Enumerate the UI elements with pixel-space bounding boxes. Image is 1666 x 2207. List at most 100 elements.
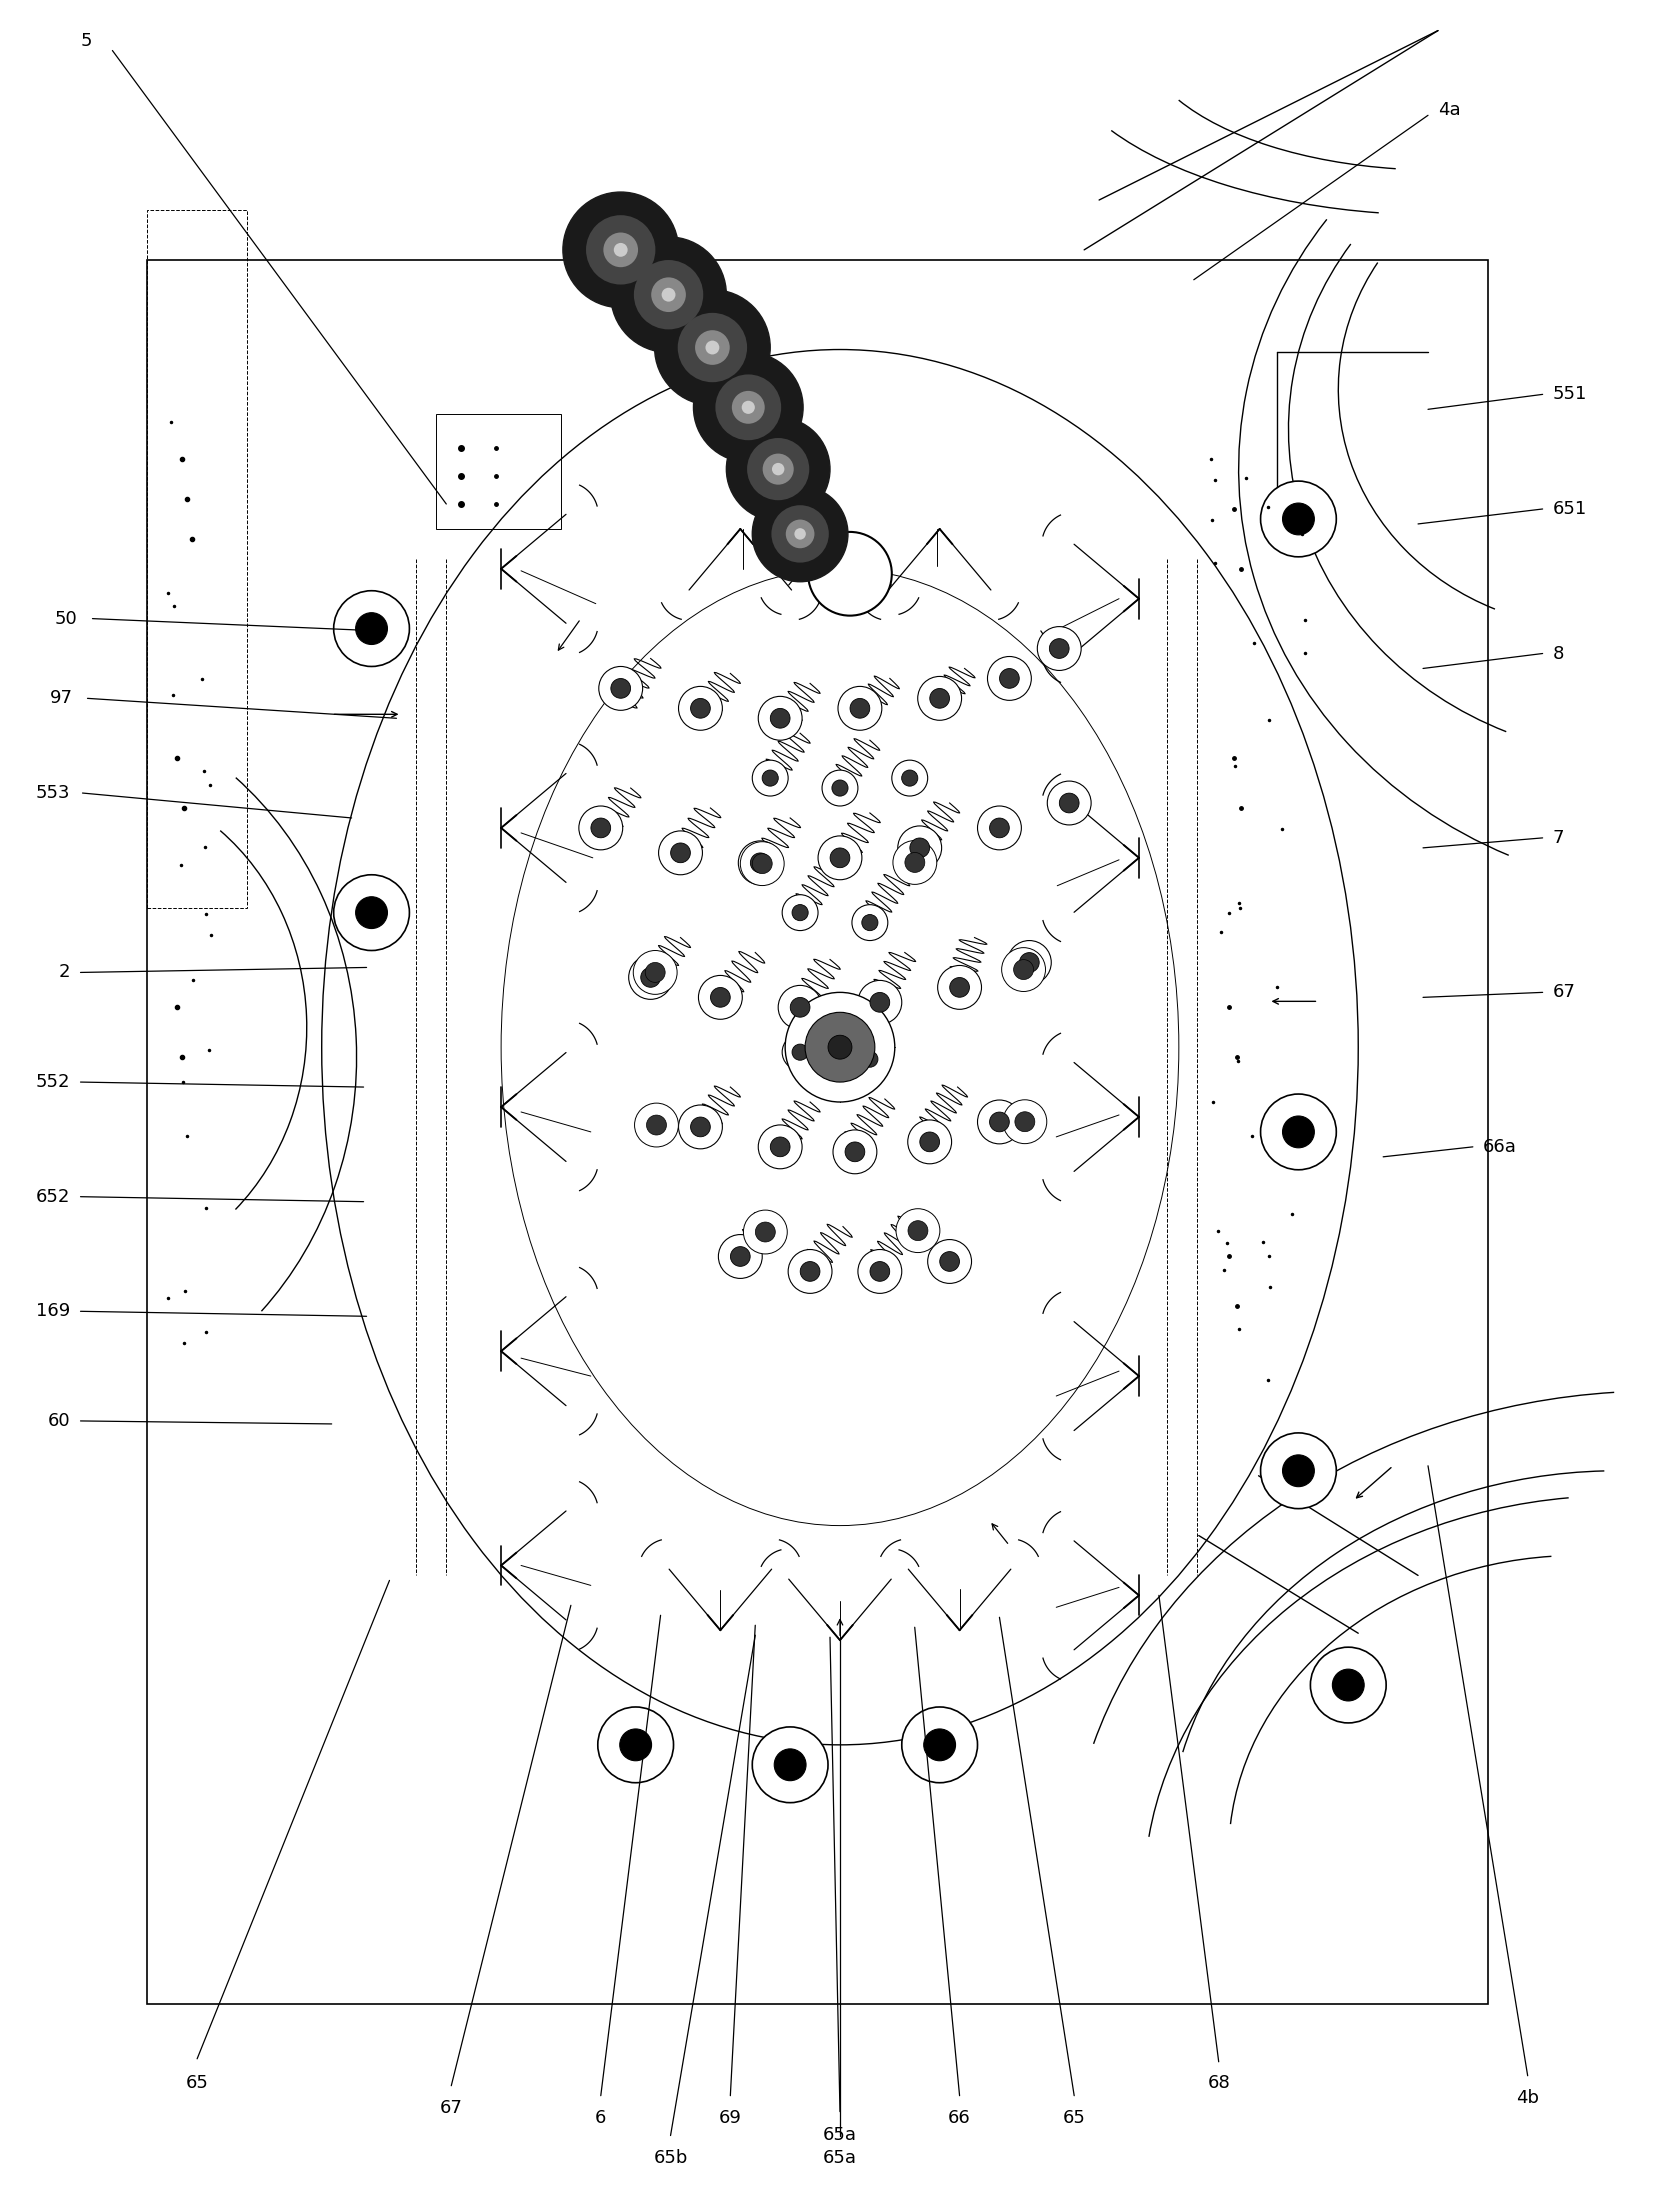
Circle shape [730,1247,750,1267]
Circle shape [790,998,810,1017]
Circle shape [781,894,818,931]
Circle shape [870,1262,890,1282]
Circle shape [355,614,388,644]
Circle shape [678,313,746,382]
Text: 6: 6 [595,2108,606,2128]
Text: 68: 68 [1208,2075,1230,2092]
Circle shape [896,1209,940,1254]
Text: 50: 50 [55,609,78,627]
Text: 66: 66 [948,2108,971,2128]
Circle shape [598,1706,673,1783]
Circle shape [851,1042,888,1077]
Text: 552: 552 [37,1073,70,1090]
Circle shape [333,874,410,951]
Circle shape [750,852,770,872]
Circle shape [620,1728,651,1761]
Circle shape [633,260,703,329]
Circle shape [731,391,765,424]
Circle shape [761,770,778,786]
Text: 65a: 65a [823,2147,856,2167]
Circle shape [788,1249,831,1293]
Circle shape [611,236,726,353]
Circle shape [691,697,710,717]
Circle shape [950,978,970,998]
Circle shape [755,1223,775,1243]
Circle shape [850,697,870,717]
Text: 5: 5 [82,31,93,49]
Circle shape [778,984,821,1028]
Circle shape [603,232,638,267]
Circle shape [1048,781,1091,825]
Circle shape [1261,1095,1336,1170]
Circle shape [771,463,785,475]
Circle shape [901,1706,978,1783]
Circle shape [1003,1099,1046,1143]
Circle shape [791,905,808,920]
Circle shape [938,964,981,1009]
Bar [436,415,561,530]
Circle shape [770,708,790,728]
Circle shape [753,1726,828,1803]
Circle shape [1283,1454,1314,1488]
Text: 8: 8 [1553,644,1564,662]
Circle shape [671,843,690,863]
Circle shape [838,686,881,731]
Circle shape [753,486,848,583]
Circle shape [990,1112,1010,1132]
Circle shape [1050,638,1070,658]
Circle shape [1013,960,1033,980]
Circle shape [845,1141,865,1161]
Circle shape [746,437,810,501]
Circle shape [901,770,918,786]
Circle shape [743,1209,788,1254]
Circle shape [770,1137,790,1156]
Circle shape [858,1249,901,1293]
Circle shape [1283,503,1314,534]
Circle shape [1020,953,1040,973]
Circle shape [1000,669,1020,689]
Circle shape [905,852,925,872]
Text: 67: 67 [1553,984,1576,1002]
Circle shape [893,841,936,885]
Circle shape [891,759,928,797]
Circle shape [861,1051,878,1068]
Circle shape [611,678,630,697]
Circle shape [908,1119,951,1163]
Circle shape [1060,792,1080,812]
Circle shape [661,287,675,302]
Circle shape [861,914,878,931]
Circle shape [333,591,410,667]
Circle shape [563,192,678,307]
Circle shape [795,527,806,541]
Circle shape [851,905,888,940]
Circle shape [645,962,665,982]
Circle shape [858,980,901,1024]
Circle shape [726,417,830,521]
Circle shape [586,214,655,285]
Text: 97: 97 [50,689,73,708]
Text: 169: 169 [37,1302,70,1320]
Circle shape [758,697,801,739]
Circle shape [678,686,723,731]
Circle shape [990,819,1010,839]
Circle shape [775,1748,806,1781]
Circle shape [828,1035,851,1059]
Circle shape [641,967,660,987]
Circle shape [781,1035,818,1070]
Bar [147,260,1488,2004]
Circle shape [898,825,941,870]
Circle shape [698,975,743,1020]
Text: 553: 553 [37,783,70,801]
Circle shape [1015,1112,1035,1132]
Circle shape [693,353,803,461]
Circle shape [791,1044,808,1059]
Text: 7: 7 [1553,830,1564,847]
Circle shape [635,1104,678,1148]
Circle shape [920,1132,940,1152]
Text: 66a: 66a [1483,1139,1516,1156]
Circle shape [758,1126,801,1170]
Text: 65: 65 [1063,2108,1086,2128]
Circle shape [753,854,773,874]
Circle shape [1001,947,1046,991]
Circle shape [1261,1432,1336,1510]
